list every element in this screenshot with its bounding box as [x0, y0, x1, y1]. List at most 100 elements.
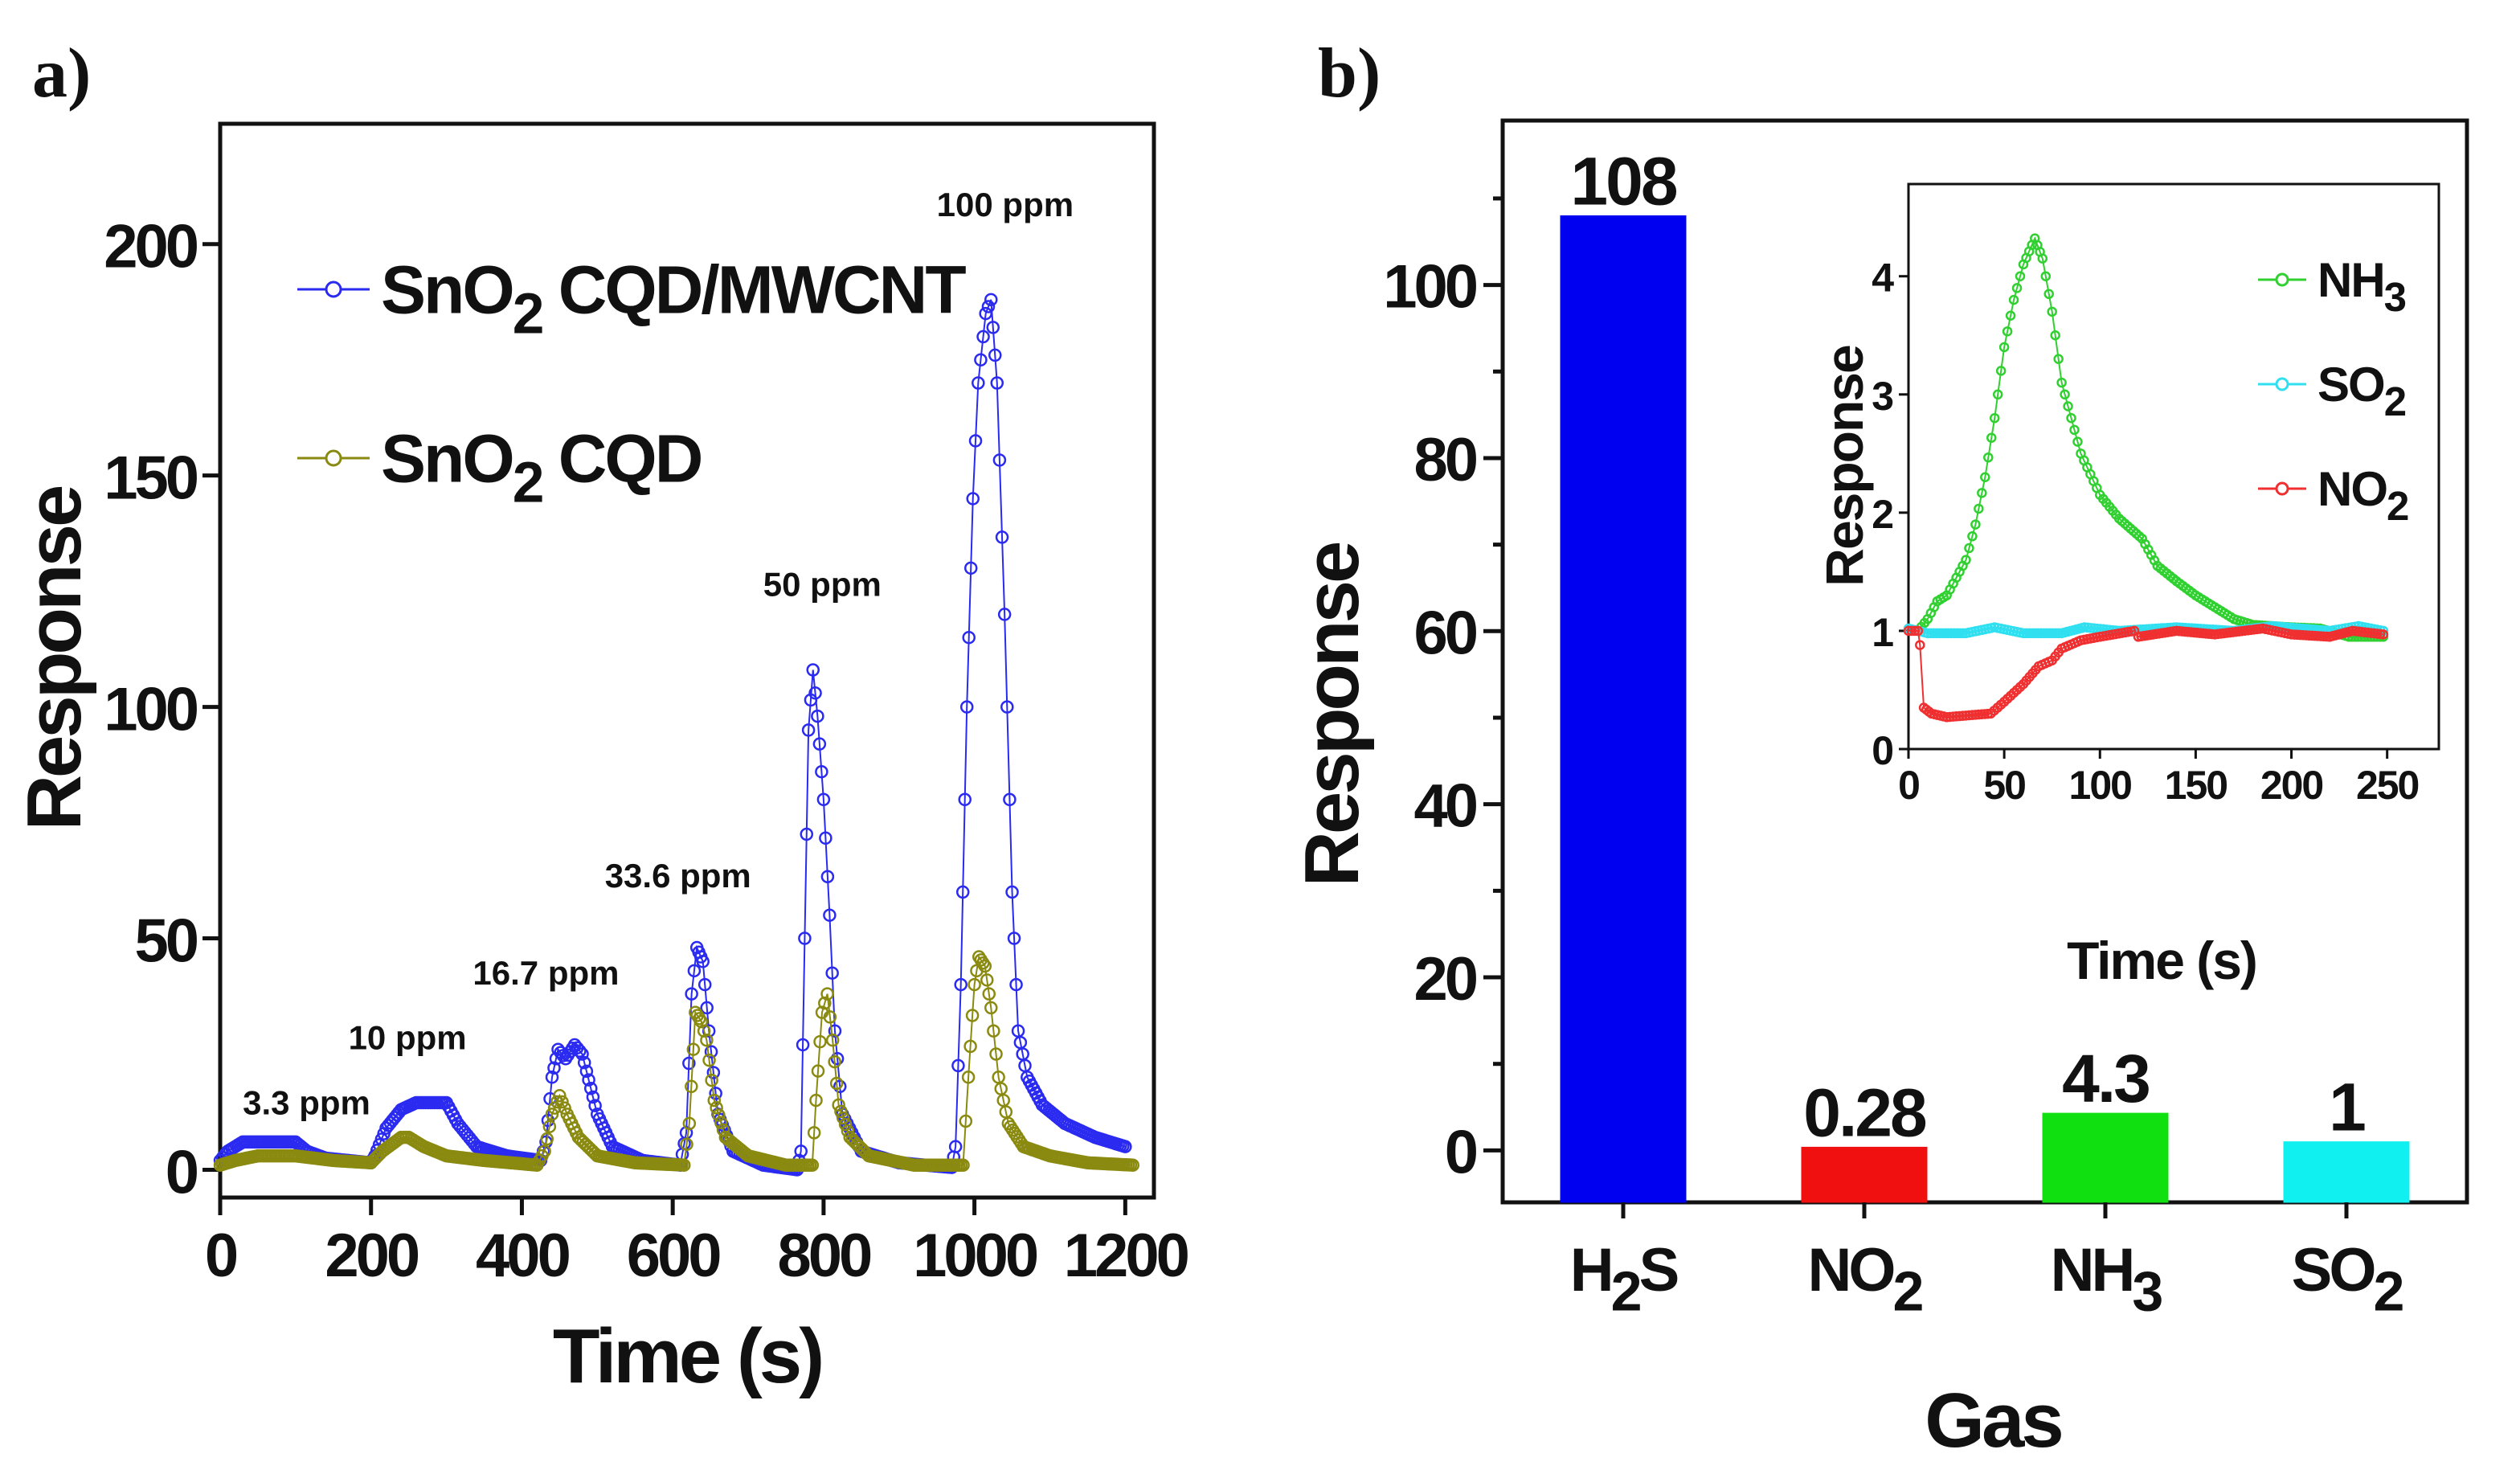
data-point [823, 908, 837, 922]
data-point [706, 1066, 721, 1079]
panel-a-chart: Time (s) Response 0 200 400 600 800 1000 1200 0… [11, 121, 1192, 1399]
legend-label-part: NO [2318, 462, 2387, 516]
data-point [819, 831, 832, 845]
x-tick-label-part: 2 [1893, 1260, 1923, 1323]
data-point [956, 1158, 970, 1172]
data-point [2008, 294, 2019, 305]
data-point [698, 977, 712, 992]
data-point [1912, 625, 1924, 637]
data-point [830, 1051, 845, 1066]
data-point [978, 959, 992, 973]
x-tick-label: 200 [325, 1222, 419, 1290]
y-tick-label: 40 [1413, 772, 1476, 841]
bar-value-label: 0.28 [1803, 1075, 1926, 1150]
x-tick-label: H2S [1570, 1236, 1678, 1323]
legend-label-part: NH [2318, 253, 2384, 307]
series-line [219, 954, 1133, 1166]
data-point [2043, 289, 2054, 300]
legend-swatch-marker [325, 449, 342, 467]
data-point [965, 1009, 980, 1022]
data-point [832, 1098, 845, 1112]
data-point [547, 1061, 561, 1075]
data-point [955, 885, 970, 899]
data-point [1970, 519, 1981, 530]
y-tick-label: 200 [104, 213, 198, 281]
x-tick-label: 50 [1983, 763, 2025, 808]
data-point [682, 1116, 697, 1131]
data-point [542, 1120, 557, 1133]
data-point [2060, 389, 2070, 400]
data-point [832, 1079, 847, 1094]
data-point [2040, 271, 2052, 281]
data-point [794, 1144, 808, 1158]
data-point [808, 686, 822, 700]
legend-swatch-marker [2275, 377, 2289, 391]
data-point [834, 1104, 848, 1119]
x-tick-label: 0 [1898, 763, 1919, 808]
y-tick-label: 0 [1445, 1118, 1477, 1186]
data-point [1986, 432, 1997, 443]
bar [2283, 1141, 2410, 1203]
inset-xlabel: Time (s) [2067, 931, 2256, 990]
x-tick-label-part: 2 [2373, 1260, 2403, 1323]
data-point [829, 1076, 844, 1091]
panel-a-label: a) [32, 35, 91, 113]
legend-label-part: 2 [513, 281, 542, 346]
bar-value-label: 1 [2329, 1070, 2365, 1145]
data-point [805, 1158, 820, 1172]
inset-ylabel: Response [1814, 346, 1874, 587]
data-point [704, 1045, 718, 1058]
panel-b-frame [1500, 118, 2469, 1205]
data-point [959, 1114, 973, 1128]
y-tick-label: 1 [1872, 610, 1893, 655]
panel-a-frame [218, 121, 1156, 1200]
data-point [2015, 271, 2026, 281]
data-point [963, 561, 978, 575]
data-point [584, 1082, 598, 1095]
panel-b-xlabel: Gas [1925, 1378, 2061, 1464]
data-point [2047, 306, 2057, 317]
data-point [2053, 354, 2064, 364]
data-point [989, 1047, 1003, 1061]
x-tick-label: 600 [627, 1222, 721, 1290]
data-point [959, 700, 974, 714]
panel-a-ylabel: Response [11, 486, 97, 830]
data-point [972, 376, 985, 390]
data-point [806, 663, 820, 677]
x-tick-label: 250 [2356, 763, 2419, 808]
x-tick-label: 150 [2165, 763, 2228, 808]
y-tick-label: 100 [104, 675, 198, 743]
data-point [712, 1108, 726, 1122]
legend-swatch-marker [2275, 481, 2289, 496]
annotation-label: 3.3 ppm [243, 1083, 370, 1121]
bar-value-label: 4.3 [2062, 1041, 2149, 1116]
bar [1801, 1146, 1928, 1203]
data-point [586, 1090, 600, 1104]
data-point [813, 1034, 827, 1049]
data-point [811, 709, 824, 723]
data-point [954, 977, 968, 992]
bar [2042, 1112, 2169, 1203]
data-point [1967, 531, 1978, 542]
data-point [582, 1073, 595, 1087]
data-point [990, 376, 1004, 390]
data-point [545, 1071, 559, 1084]
y-tick-label: 100 [1383, 253, 1477, 321]
x-tick-label-part: NH [2051, 1236, 2133, 1304]
data-point [820, 870, 835, 883]
legend-label-part: CQD [542, 420, 701, 496]
data-point [974, 353, 988, 366]
data-point [807, 1126, 821, 1140]
data-point [577, 1055, 591, 1070]
legend-label: SnO2 CQD/MWCNT [381, 252, 966, 346]
data-point [811, 1064, 825, 1078]
data-point [1126, 1158, 1139, 1172]
data-point [680, 1137, 693, 1152]
legend-label-part: 2 [513, 450, 542, 514]
inset-chart: Time (s) Response 0 50 100 150 200 250 0 1 2 3 4 NH… [1814, 182, 2440, 990]
data-point [992, 453, 1007, 467]
legend-label-part: 2 [2387, 483, 2408, 529]
data-point [702, 1053, 716, 1067]
data-point [823, 1010, 837, 1024]
x-tick-label: 1200 [1064, 1222, 1188, 1290]
